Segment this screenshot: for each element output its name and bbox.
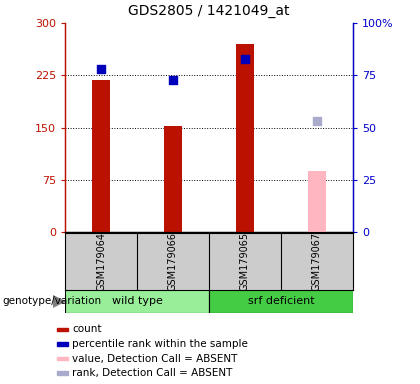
Text: GSM179065: GSM179065 xyxy=(240,232,250,291)
Polygon shape xyxy=(53,296,65,307)
Text: genotype/variation: genotype/variation xyxy=(2,296,101,306)
Bar xyxy=(164,126,182,232)
Bar xyxy=(57,357,68,360)
Text: GSM179064: GSM179064 xyxy=(96,232,106,291)
Bar xyxy=(57,328,68,331)
Text: count: count xyxy=(72,324,102,334)
Bar xyxy=(308,171,326,232)
Point xyxy=(241,56,248,62)
Point xyxy=(98,66,105,72)
Text: percentile rank within the sample: percentile rank within the sample xyxy=(72,339,248,349)
Bar xyxy=(65,290,209,313)
Bar xyxy=(57,342,68,346)
Text: wild type: wild type xyxy=(112,296,163,306)
Bar xyxy=(92,80,110,232)
Text: GSM179067: GSM179067 xyxy=(312,232,322,291)
Bar xyxy=(209,290,353,313)
Text: GSM179066: GSM179066 xyxy=(168,232,178,291)
Bar xyxy=(57,371,68,375)
Text: srf deficient: srf deficient xyxy=(247,296,314,306)
Text: value, Detection Call = ABSENT: value, Detection Call = ABSENT xyxy=(72,354,237,364)
Bar xyxy=(236,44,254,232)
Title: GDS2805 / 1421049_at: GDS2805 / 1421049_at xyxy=(128,4,290,18)
Text: rank, Detection Call = ABSENT: rank, Detection Call = ABSENT xyxy=(72,368,233,378)
Point xyxy=(313,118,320,124)
Point xyxy=(170,76,176,83)
